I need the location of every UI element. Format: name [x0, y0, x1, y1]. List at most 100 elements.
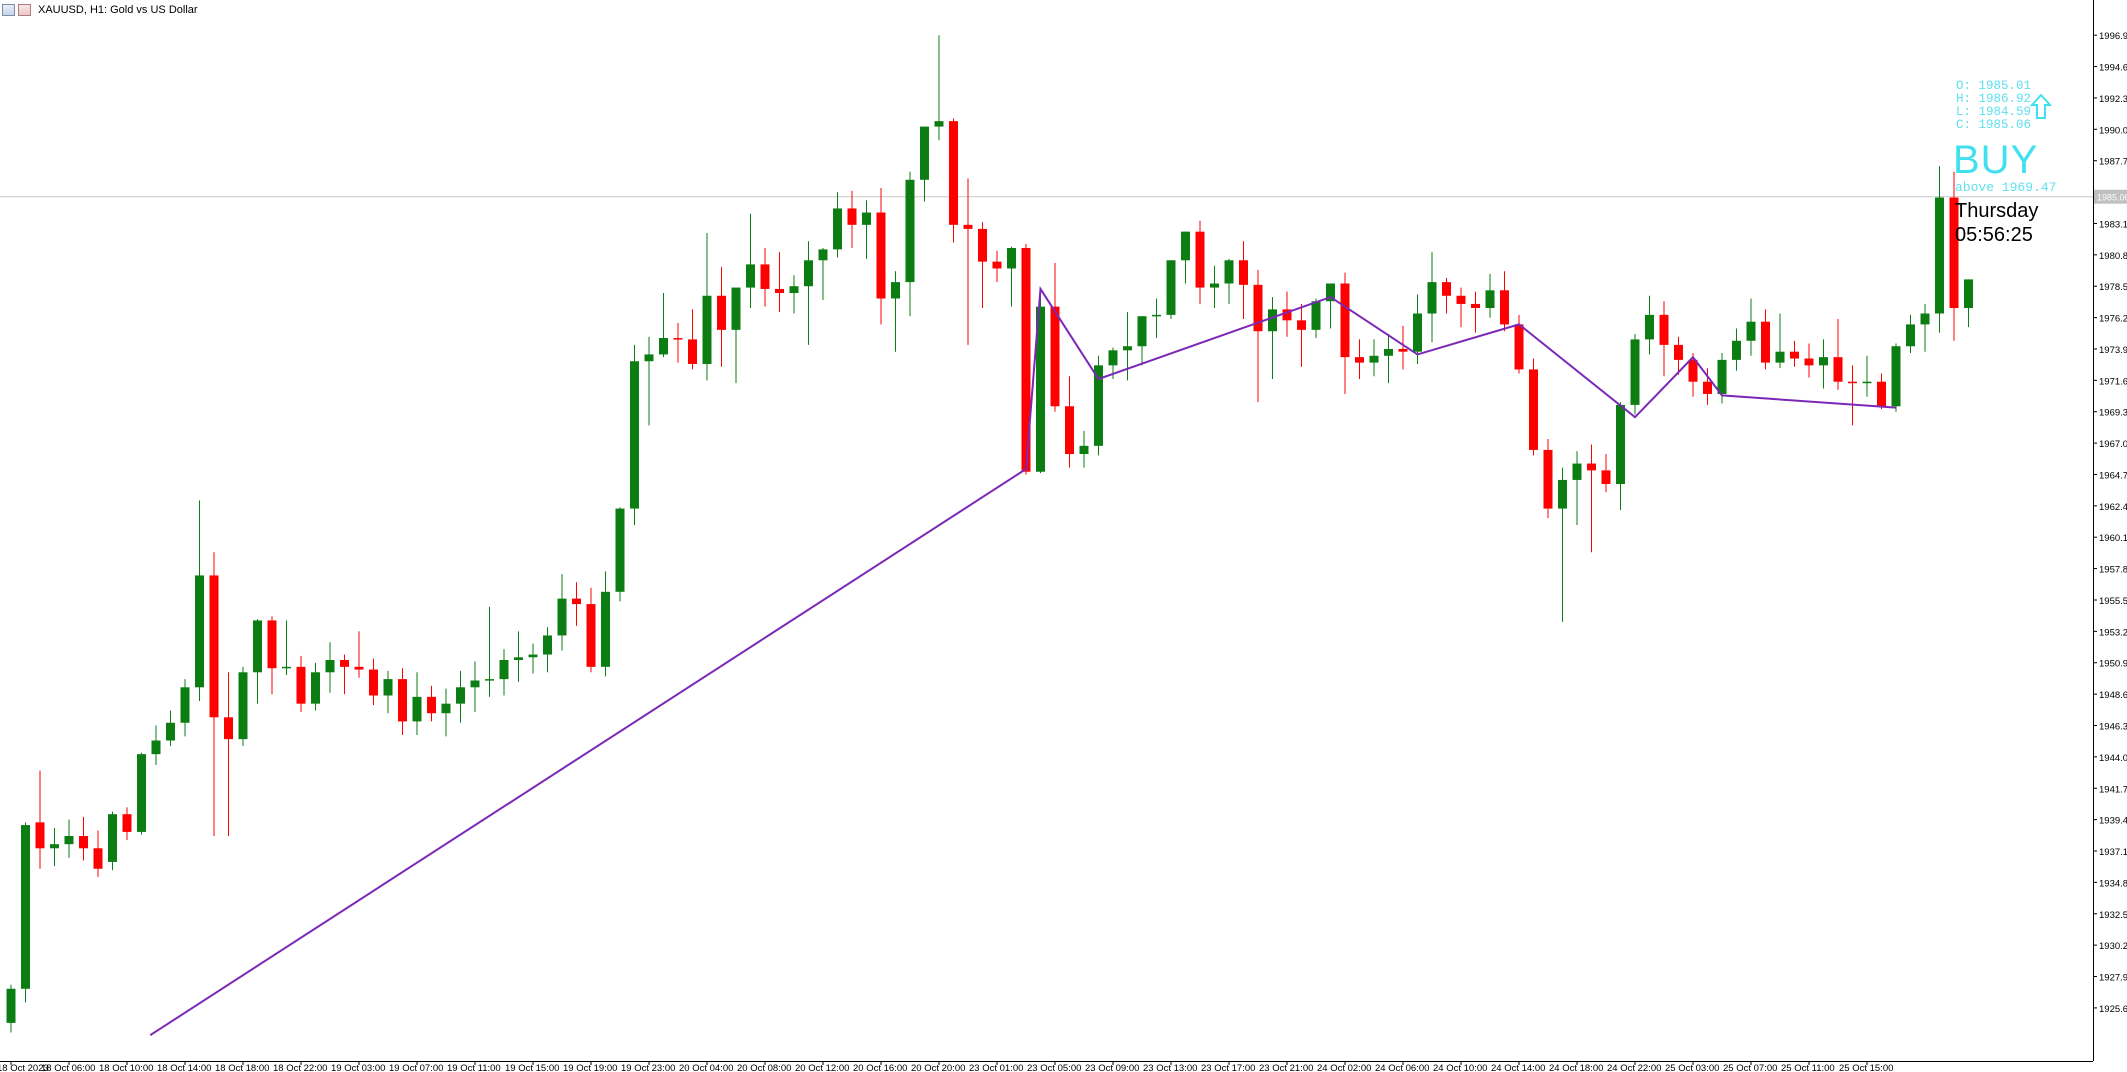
price-tick-label: 1927.90: [2099, 973, 2127, 984]
candle: [862, 200, 871, 259]
candle: [282, 620, 291, 676]
time-tick-label: 20 Oct 20:00: [911, 1063, 965, 1072]
price-tick-label: 1962.40: [2099, 502, 2127, 513]
price-tick-label: 1967.00: [2099, 439, 2127, 450]
price-tick-label: 1925.60: [2099, 1004, 2127, 1015]
candle: [949, 118, 958, 243]
ohlc-readout: O: 1985.01 H: 1986.92 L: 1984.59 C: 1985…: [1956, 80, 2031, 132]
candle-body: [1848, 381, 1857, 384]
candle-body: [1485, 290, 1495, 309]
candle: [151, 725, 161, 766]
symbol-list-icon[interactable]: [2, 4, 15, 16]
candle: [108, 811, 117, 871]
candle-body: [789, 286, 799, 294]
candle-body: [1500, 290, 1509, 325]
candle: [659, 293, 668, 358]
candle: [1485, 273, 1495, 318]
ohlc-high: H: 1986.92: [1956, 92, 2032, 106]
time-tick-label: 20 Oct 04:00: [679, 1063, 733, 1072]
candle: [1688, 353, 1698, 397]
price-tick-label: 1930.20: [2099, 941, 2127, 952]
candle: [1601, 454, 1611, 493]
candle: [1007, 246, 1016, 307]
time-tick-label: 19 Oct 03:00: [331, 1063, 385, 1072]
candle: [1949, 171, 1959, 341]
candle: [1659, 301, 1669, 377]
time-tick-label: 18 Oct 10:00: [99, 1063, 153, 1072]
candle: [1529, 358, 1538, 456]
candle-body: [992, 261, 1002, 269]
candle: [514, 631, 523, 682]
candle: [572, 582, 581, 626]
candle-body: [1819, 357, 1828, 366]
candle: [1137, 316, 1147, 366]
candle-body: [1413, 313, 1422, 352]
candle-body: [1529, 369, 1538, 450]
price-tick-label: 1992.30: [2099, 94, 2127, 105]
candle: [1224, 258, 1234, 304]
candle: [1210, 265, 1219, 309]
candle: [717, 267, 726, 367]
candle-body: [1253, 284, 1263, 332]
candle-body: [1398, 348, 1408, 352]
time-tick-label: 24 Oct 02:00: [1317, 1063, 1371, 1072]
candle-body: [920, 126, 929, 180]
candle-body: [833, 208, 842, 250]
candle-body: [1282, 309, 1292, 321]
candle: [731, 287, 741, 384]
candle: [543, 627, 552, 673]
price-tick-label: 1955.50: [2099, 596, 2127, 607]
candle: [905, 171, 915, 317]
candle: [238, 666, 248, 746]
candle: [383, 670, 393, 714]
candle: [557, 574, 567, 651]
candle: [1935, 166, 1944, 333]
candle: [688, 309, 697, 370]
candle-body: [1021, 248, 1031, 472]
candle: [644, 336, 654, 426]
up-arrow-icon: [2030, 94, 2052, 119]
candle: [64, 819, 74, 858]
candle: [427, 685, 436, 722]
candle-body: [1877, 381, 1886, 407]
candle-body: [963, 224, 973, 229]
time-tick-label: 18 Oct 14:00: [157, 1063, 211, 1072]
candle: [1674, 336, 1683, 375]
candle: [746, 213, 755, 309]
candle-body: [1616, 404, 1625, 485]
candle: [325, 642, 335, 693]
candle: [456, 670, 465, 723]
candle-body: [93, 848, 103, 869]
candle-body: [180, 687, 190, 723]
candle-body: [543, 635, 552, 655]
candle-body: [166, 722, 175, 741]
candle: [267, 616, 277, 695]
candle-body: [731, 287, 741, 330]
time-tick-label: 24 Oct 22:00: [1607, 1063, 1661, 1072]
price-tick-label: 1953.20: [2099, 627, 2127, 638]
candle-body: [1050, 306, 1060, 407]
candle: [992, 250, 1002, 283]
candle-body: [615, 508, 625, 592]
candle-body: [1036, 306, 1045, 472]
candle: [760, 248, 770, 307]
candle: [1732, 328, 1741, 371]
chart-window-icon[interactable]: [18, 4, 31, 16]
price-axis[interactable]: 1996.90 1994.60 1992.30 1990.00 1987.70 1985.…: [2093, 31, 2127, 1015]
candle: [1877, 373, 1886, 409]
time-tick-label: 25 Oct 11:00: [1781, 1063, 1835, 1072]
candle-body: [1790, 351, 1799, 359]
candle-body: [398, 679, 407, 722]
time-tick-label: 23 Oct 13:00: [1143, 1063, 1197, 1072]
candle-body: [1384, 348, 1393, 356]
candle-body: [151, 740, 161, 755]
candle: [1819, 339, 1828, 389]
candle-body: [1906, 324, 1915, 347]
candle: [6, 984, 16, 1033]
candle-body: [122, 814, 132, 832]
candle: [891, 271, 900, 352]
candle-body: [1964, 279, 1973, 309]
